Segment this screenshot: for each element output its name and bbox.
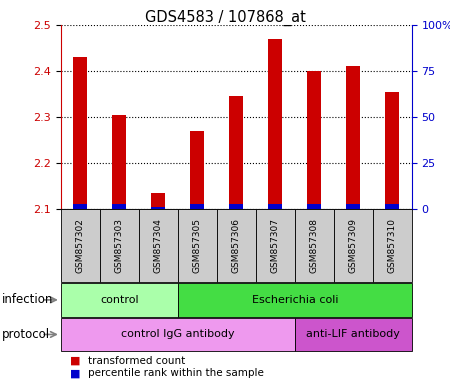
Text: ■: ■ — [70, 368, 80, 378]
Bar — [385, 92, 399, 209]
Text: GSM857307: GSM857307 — [271, 218, 280, 273]
Bar — [268, 39, 282, 209]
Bar — [112, 204, 126, 209]
Bar — [346, 204, 360, 209]
Bar — [151, 193, 165, 209]
Text: percentile rank within the sample: percentile rank within the sample — [88, 368, 264, 378]
Text: GSM857303: GSM857303 — [115, 218, 124, 273]
Bar — [190, 131, 204, 209]
Text: GSM857310: GSM857310 — [388, 218, 397, 273]
Bar — [190, 204, 204, 209]
Bar — [346, 66, 360, 209]
Bar — [61, 283, 178, 317]
Bar — [230, 96, 243, 209]
Bar — [139, 209, 178, 282]
Bar — [61, 209, 100, 282]
Text: Escherichia coli: Escherichia coli — [252, 295, 338, 305]
Text: transformed count: transformed count — [88, 356, 185, 366]
Text: GSM857305: GSM857305 — [193, 218, 202, 273]
Bar — [73, 204, 87, 209]
Bar — [307, 71, 321, 209]
Bar — [178, 283, 412, 317]
Bar — [73, 57, 87, 209]
Bar — [256, 209, 295, 282]
Bar — [373, 209, 412, 282]
Bar — [230, 204, 243, 209]
Bar — [295, 318, 412, 351]
Bar — [61, 318, 295, 351]
Bar — [217, 209, 256, 282]
Text: ■: ■ — [70, 356, 80, 366]
Text: anti-LIF antibody: anti-LIF antibody — [306, 329, 400, 339]
Bar — [112, 115, 126, 209]
Text: infection: infection — [2, 293, 54, 306]
Text: control: control — [100, 295, 139, 305]
Bar — [307, 204, 321, 209]
Bar — [151, 207, 165, 209]
Bar — [100, 209, 139, 282]
Bar — [295, 209, 334, 282]
Text: GSM857308: GSM857308 — [310, 218, 319, 273]
Text: control IgG antibody: control IgG antibody — [121, 329, 234, 339]
Text: GSM857304: GSM857304 — [154, 218, 163, 273]
Text: GDS4583 / 107868_at: GDS4583 / 107868_at — [144, 10, 306, 26]
Text: GSM857306: GSM857306 — [232, 218, 241, 273]
Bar — [334, 209, 373, 282]
Bar — [178, 209, 217, 282]
Bar — [268, 204, 282, 209]
Text: protocol: protocol — [2, 328, 50, 341]
Text: GSM857302: GSM857302 — [76, 218, 85, 273]
Bar — [385, 204, 399, 209]
Text: GSM857309: GSM857309 — [349, 218, 358, 273]
